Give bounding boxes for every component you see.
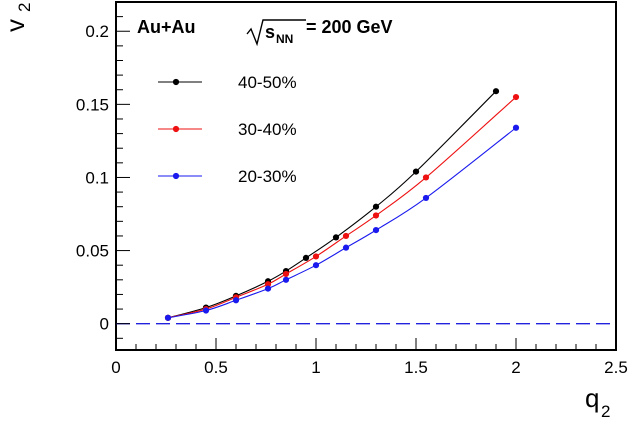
series-30-40% — [164, 93, 520, 321]
x-tick-label: 0 — [111, 358, 120, 377]
data-point — [372, 212, 380, 219]
data-point — [302, 254, 310, 261]
series-line — [167, 90, 497, 319]
sqrt-symbol — [246, 19, 306, 47]
data-point — [264, 285, 272, 292]
legend-item: 40-50% — [158, 73, 297, 92]
legend-item: 20-30% — [158, 167, 297, 186]
series-40-50% — [164, 88, 500, 321]
data-point — [332, 234, 340, 241]
series-line — [167, 127, 517, 319]
data-point — [312, 262, 320, 269]
data-point — [312, 253, 320, 260]
y-axis-title: v 2 — [0, 3, 34, 32]
ylabel-sub: 2 — [15, 3, 34, 12]
data-point — [202, 307, 210, 314]
data-point — [164, 314, 172, 321]
data-point — [232, 297, 240, 304]
legend: 40-50% 30-40% 20-30% — [158, 73, 297, 186]
legend-marker — [172, 125, 180, 133]
legend-marker — [172, 172, 180, 180]
plot-frame — [115, 1, 617, 351]
data-point — [282, 270, 290, 278]
data-point — [282, 276, 290, 283]
data-point — [372, 227, 380, 234]
ylabel: v — [0, 19, 30, 32]
title-energy-value: = 200 GeV — [306, 17, 393, 37]
y-tick-label: 0 — [100, 315, 109, 334]
data-point — [512, 124, 520, 131]
x-tick-label: 1.5 — [404, 358, 428, 377]
y-tick-label: 0.05 — [76, 242, 109, 261]
title-system: Au+Au — [137, 17, 196, 37]
legend-label: 30-40% — [238, 120, 297, 139]
legend-item: 30-40% — [158, 120, 297, 139]
xlabel-sub: 2 — [601, 402, 610, 421]
x-axis-ticks: 0 0.5 1 1.5 2 2.5 — [111, 338, 628, 377]
x-tick-label: 2.5 — [604, 358, 628, 377]
y-tick-label: 0.15 — [76, 95, 109, 114]
legend-label: 20-30% — [238, 167, 297, 186]
x-tick-label: 2 — [511, 358, 520, 377]
title-energy-sub: NN — [276, 32, 293, 46]
y-axis-ticks: 0 0.05 0.1 0.15 0.2 — [76, 1, 130, 339]
data-point — [512, 93, 520, 101]
xlabel: q — [585, 383, 599, 413]
series-line — [167, 96, 517, 319]
legend-label: 40-50% — [238, 73, 297, 92]
data-point — [412, 168, 420, 175]
y-tick-label: 0.1 — [85, 168, 109, 187]
series-layer — [164, 88, 520, 321]
x-tick-label: 1 — [311, 358, 320, 377]
data-point — [264, 281, 272, 288]
title-energy-var: s — [265, 22, 275, 42]
chart-title: Au+Au s NN = 200 GeV — [137, 17, 393, 47]
x-axis-title: q 2 — [585, 383, 610, 421]
data-point — [422, 174, 430, 181]
x-tick-label: 0.5 — [204, 358, 228, 377]
data-point — [342, 244, 350, 251]
data-point — [422, 194, 430, 202]
legend-marker — [172, 78, 180, 86]
data-point — [342, 232, 350, 240]
data-point — [372, 203, 380, 210]
series-20-30% — [164, 124, 520, 321]
y-tick-label: 0.2 — [85, 22, 109, 41]
data-point — [492, 88, 500, 95]
